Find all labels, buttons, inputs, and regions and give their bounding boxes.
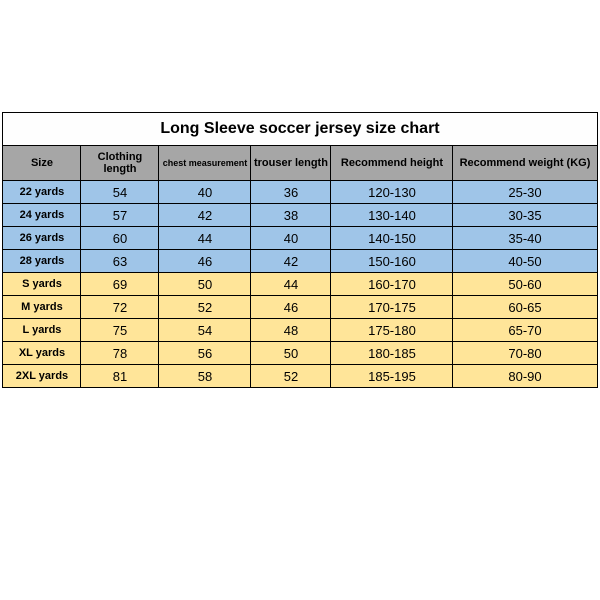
cell-value: 130-140 xyxy=(331,204,453,227)
cell-size: 28 yards xyxy=(3,250,81,273)
cell-value: 180-185 xyxy=(331,342,453,365)
cell-value: 72 xyxy=(81,296,159,319)
table-row: L yards755448175-18065-70 xyxy=(3,319,597,342)
cell-size: 24 yards xyxy=(3,204,81,227)
chart-title: Long Sleeve soccer jersey size chart xyxy=(3,113,597,146)
cell-value: 42 xyxy=(251,250,331,273)
col-chest: chest measurement xyxy=(159,146,251,181)
col-trouser: trouser length xyxy=(251,146,331,181)
cell-size: M yards xyxy=(3,296,81,319)
cell-value: 44 xyxy=(251,273,331,296)
cell-value: 52 xyxy=(159,296,251,319)
col-clothing: Clothing length xyxy=(81,146,159,181)
cell-value: 46 xyxy=(159,250,251,273)
header-row: Size Clothing length chest measurement t… xyxy=(3,146,597,181)
cell-value: 185-195 xyxy=(331,365,453,388)
cell-value: 80-90 xyxy=(453,365,597,388)
table-row: 2XL yards815852185-19580-90 xyxy=(3,365,597,388)
cell-size: 2XL yards xyxy=(3,365,81,388)
cell-size: S yards xyxy=(3,273,81,296)
table-body: 22 yards544036120-13025-3024 yards574238… xyxy=(3,181,597,388)
cell-value: 46 xyxy=(251,296,331,319)
cell-value: 75 xyxy=(81,319,159,342)
cell-size: 26 yards xyxy=(3,227,81,250)
cell-value: 140-150 xyxy=(331,227,453,250)
cell-value: 63 xyxy=(81,250,159,273)
cell-value: 150-160 xyxy=(331,250,453,273)
cell-value: 50 xyxy=(159,273,251,296)
col-size: Size xyxy=(3,146,81,181)
cell-value: 44 xyxy=(159,227,251,250)
cell-value: 78 xyxy=(81,342,159,365)
table-row: 22 yards544036120-13025-30 xyxy=(3,181,597,204)
table-row: 26 yards604440140-15035-40 xyxy=(3,227,597,250)
cell-value: 120-130 xyxy=(331,181,453,204)
cell-value: 60 xyxy=(81,227,159,250)
table-row: XL yards785650180-18570-80 xyxy=(3,342,597,365)
size-chart-table: Long Sleeve soccer jersey size chart Siz… xyxy=(2,112,597,388)
cell-value: 50 xyxy=(251,342,331,365)
cell-value: 81 xyxy=(81,365,159,388)
cell-value: 60-65 xyxy=(453,296,597,319)
cell-value: 40-50 xyxy=(453,250,597,273)
cell-size: 22 yards xyxy=(3,181,81,204)
table-row: S yards695044160-17050-60 xyxy=(3,273,597,296)
cell-value: 54 xyxy=(159,319,251,342)
cell-value: 170-175 xyxy=(331,296,453,319)
cell-value: 48 xyxy=(251,319,331,342)
cell-value: 70-80 xyxy=(453,342,597,365)
chart-container: Long Sleeve soccer jersey size chart Siz… xyxy=(0,0,600,388)
title-row: Long Sleeve soccer jersey size chart xyxy=(3,113,597,146)
col-rec-weight: Recommend weight (KG) xyxy=(453,146,597,181)
cell-value: 40 xyxy=(159,181,251,204)
cell-value: 58 xyxy=(159,365,251,388)
cell-value: 42 xyxy=(159,204,251,227)
table-row: M yards725246170-17560-65 xyxy=(3,296,597,319)
col-rec-height: Recommend height xyxy=(331,146,453,181)
cell-value: 30-35 xyxy=(453,204,597,227)
cell-value: 35-40 xyxy=(453,227,597,250)
cell-value: 175-180 xyxy=(331,319,453,342)
cell-value: 36 xyxy=(251,181,331,204)
table-row: 28 yards634642150-16040-50 xyxy=(3,250,597,273)
cell-value: 65-70 xyxy=(453,319,597,342)
cell-value: 56 xyxy=(159,342,251,365)
cell-value: 38 xyxy=(251,204,331,227)
cell-value: 57 xyxy=(81,204,159,227)
table-row: 24 yards574238130-14030-35 xyxy=(3,204,597,227)
cell-value: 50-60 xyxy=(453,273,597,296)
cell-size: XL yards xyxy=(3,342,81,365)
cell-value: 52 xyxy=(251,365,331,388)
cell-value: 160-170 xyxy=(331,273,453,296)
cell-size: L yards xyxy=(3,319,81,342)
cell-value: 25-30 xyxy=(453,181,597,204)
cell-value: 69 xyxy=(81,273,159,296)
cell-value: 40 xyxy=(251,227,331,250)
cell-value: 54 xyxy=(81,181,159,204)
